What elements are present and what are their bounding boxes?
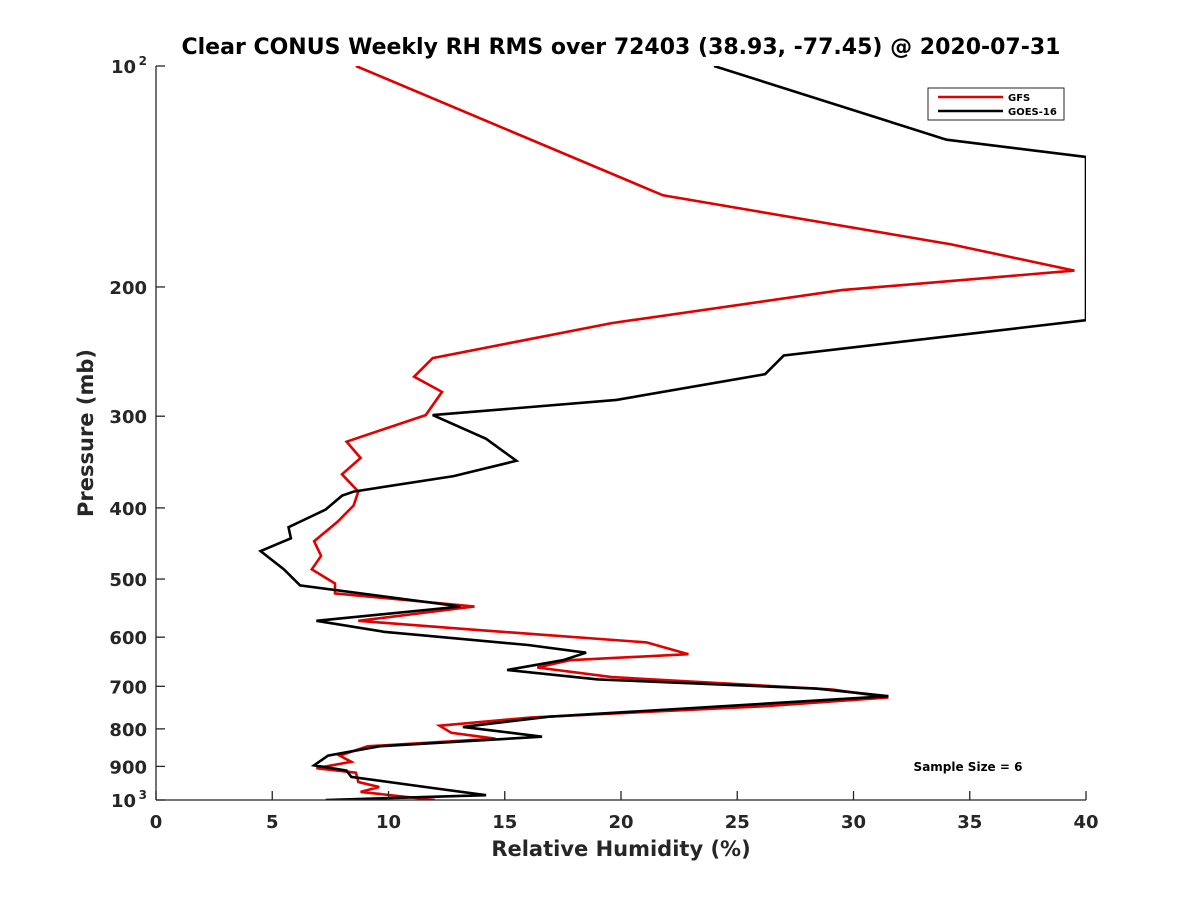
x-tick-label: 15 [492, 812, 517, 833]
x-tick-label: 40 [1073, 812, 1098, 833]
sample-size-annotation: Sample Size = 6 [914, 760, 1023, 774]
x-axis-label: Relative Humidity (%) [491, 837, 750, 861]
y-tick-label: 400 [109, 499, 147, 520]
y-tick-label: 300 [109, 407, 147, 428]
y-tick-label: 10 [111, 791, 136, 812]
legend-box [927, 87, 1065, 121]
x-tick-label: 30 [841, 812, 866, 833]
y-tick-label: 900 [109, 757, 147, 778]
y-tick-label: 10 [111, 57, 136, 78]
series-line-goes16 [258, 66, 1086, 800]
y-tick-exponent: 2 [139, 54, 147, 68]
legend-label-goes16: GOES-16 [1008, 107, 1057, 118]
y-tick-label: 600 [109, 628, 147, 649]
series-layer [258, 66, 1086, 800]
chart-title: Clear CONUS Weekly RH RMS over 72403 (38… [182, 35, 1061, 60]
y-tick-label: 700 [109, 677, 147, 698]
x-tick-label: 25 [725, 812, 750, 833]
x-tick-label: 10 [376, 812, 401, 833]
legend-label-gfs: GFS [1008, 93, 1030, 104]
y-tick-label: 200 [109, 278, 147, 299]
series-line-gfs [309, 66, 1075, 800]
y-tick-exponent: 3 [139, 788, 147, 802]
y-tick-label: 500 [109, 570, 147, 591]
y-axis-label: Pressure (mb) [74, 349, 98, 517]
y-tick-label: 800 [109, 720, 147, 741]
x-tick-label: 35 [957, 812, 982, 833]
x-tick-label: 20 [608, 812, 633, 833]
chart-legend: GFS GOES-16 [927, 87, 1065, 121]
plot-area: 0 5 10 15 20 25 30 35 40 10 220030040050060070080… [109, 54, 1098, 833]
x-tick-label: 5 [266, 812, 279, 833]
x-tick-label: 0 [150, 812, 163, 833]
x-axis-ticks: 0 5 10 15 20 25 30 35 40 [150, 791, 1099, 833]
